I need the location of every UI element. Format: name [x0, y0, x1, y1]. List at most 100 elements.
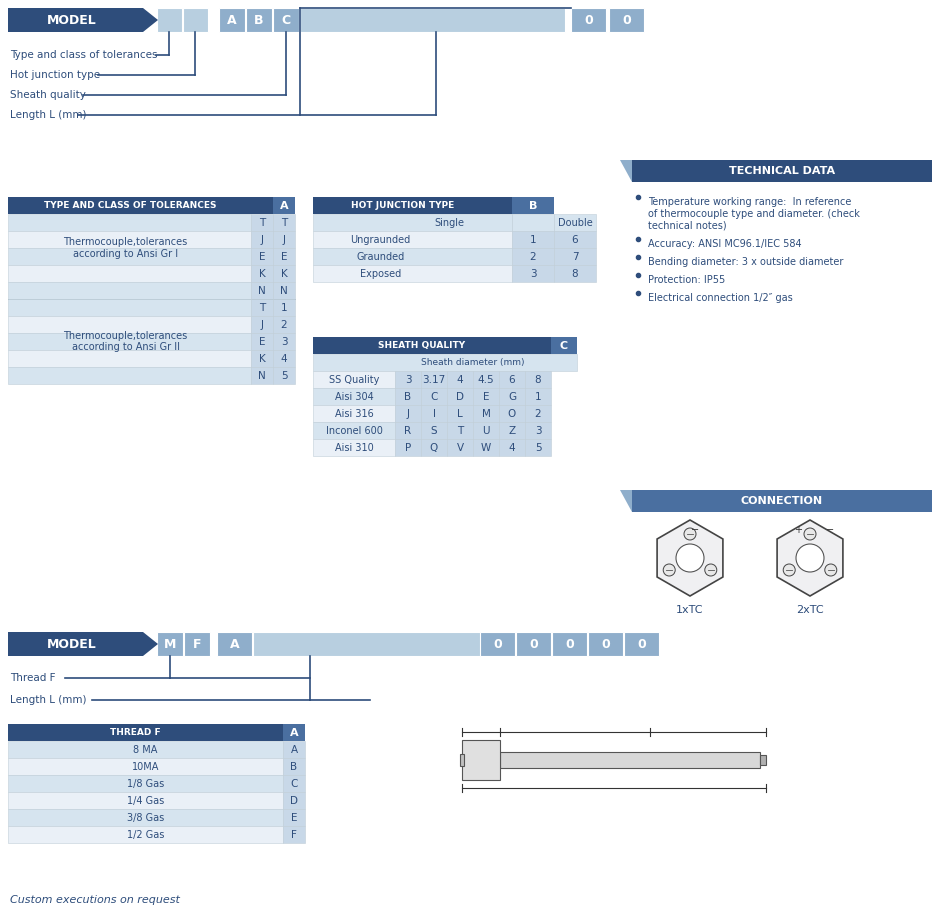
Text: 0: 0: [601, 637, 610, 650]
Bar: [480, 632, 515, 656]
Bar: [395, 388, 421, 405]
Bar: [525, 371, 551, 388]
Bar: [251, 265, 273, 282]
Polygon shape: [657, 520, 723, 596]
Bar: [251, 282, 273, 299]
Bar: [588, 632, 623, 656]
Bar: [8, 632, 143, 656]
Text: Bending diameter: 3 x outside diameter: Bending diameter: 3 x outside diameter: [648, 257, 843, 267]
Bar: [283, 826, 305, 843]
Bar: [273, 8, 299, 32]
Bar: [8, 758, 283, 775]
Text: MODEL: MODEL: [47, 14, 97, 27]
Text: K: K: [258, 354, 265, 364]
Bar: [473, 439, 499, 456]
Bar: [395, 439, 421, 456]
Text: V: V: [456, 442, 464, 452]
Bar: [460, 754, 464, 766]
Text: Accuracy: ANSI MC96.1/IEC 584: Accuracy: ANSI MC96.1/IEC 584: [648, 239, 802, 249]
Bar: [421, 405, 447, 422]
Text: Sheath diameter (mm): Sheath diameter (mm): [422, 358, 524, 367]
Text: D: D: [456, 391, 464, 402]
Text: 5: 5: [535, 442, 541, 452]
Bar: [8, 299, 251, 316]
Bar: [551, 337, 577, 354]
Bar: [251, 333, 273, 350]
Text: O: O: [508, 409, 516, 418]
Text: Q: Q: [430, 442, 438, 452]
Bar: [313, 248, 512, 265]
Text: 7: 7: [571, 251, 578, 262]
Bar: [447, 405, 473, 422]
Text: 1/8 Gas: 1/8 Gas: [127, 778, 164, 788]
Bar: [184, 632, 210, 656]
Polygon shape: [777, 520, 843, 596]
Text: A: A: [227, 14, 237, 27]
Bar: [273, 265, 295, 282]
Circle shape: [825, 564, 836, 576]
Bar: [313, 371, 395, 388]
Bar: [251, 367, 273, 384]
Bar: [273, 333, 295, 350]
Text: +: +: [794, 525, 802, 535]
Text: 3: 3: [530, 269, 537, 278]
Bar: [447, 371, 473, 388]
Text: E: E: [483, 391, 489, 402]
Text: THREAD F: THREAD F: [110, 728, 161, 737]
Bar: [554, 265, 596, 282]
Bar: [313, 214, 512, 231]
Bar: [499, 405, 525, 422]
Bar: [8, 724, 283, 741]
Bar: [8, 809, 283, 826]
Bar: [395, 405, 421, 422]
Text: I: I: [433, 409, 436, 418]
Text: 2: 2: [281, 320, 288, 330]
Text: P: P: [405, 442, 411, 452]
Text: S: S: [431, 426, 438, 436]
Text: 0: 0: [493, 637, 502, 650]
Bar: [512, 214, 554, 231]
Bar: [313, 354, 577, 371]
Bar: [395, 371, 421, 388]
Bar: [283, 741, 305, 758]
Bar: [273, 231, 295, 248]
Text: C: C: [281, 14, 290, 27]
Bar: [157, 8, 182, 32]
Bar: [251, 316, 273, 333]
Bar: [313, 197, 512, 214]
Text: 10MA: 10MA: [132, 762, 159, 772]
Text: F: F: [192, 637, 201, 650]
Text: 6: 6: [571, 235, 578, 244]
Bar: [283, 758, 305, 775]
Bar: [500, 752, 760, 768]
Bar: [421, 371, 447, 388]
Text: 1xTC: 1xTC: [676, 605, 703, 615]
Text: U: U: [482, 426, 489, 436]
Text: E: E: [290, 812, 297, 822]
Text: R: R: [405, 426, 411, 436]
Text: SS Quality: SS Quality: [329, 375, 379, 384]
Bar: [251, 248, 273, 265]
Text: 0: 0: [529, 637, 538, 650]
Text: 1: 1: [281, 302, 288, 312]
Text: J: J: [283, 235, 286, 244]
Bar: [552, 632, 587, 656]
Text: 1: 1: [535, 391, 541, 402]
Circle shape: [796, 544, 824, 572]
Text: 3: 3: [281, 336, 288, 346]
Text: E: E: [258, 336, 265, 346]
Bar: [512, 231, 554, 248]
Polygon shape: [143, 8, 158, 32]
Bar: [183, 8, 208, 32]
Bar: [512, 248, 554, 265]
Text: 3/8 Gas: 3/8 Gas: [127, 812, 164, 822]
Bar: [632, 160, 932, 182]
Bar: [8, 826, 283, 843]
Text: 4: 4: [508, 442, 515, 452]
Text: Double: Double: [557, 217, 592, 227]
Text: 0: 0: [565, 637, 574, 650]
Circle shape: [804, 528, 816, 540]
Text: W: W: [481, 442, 491, 452]
Text: 3: 3: [405, 375, 411, 384]
Text: Aisi 304: Aisi 304: [335, 391, 373, 402]
